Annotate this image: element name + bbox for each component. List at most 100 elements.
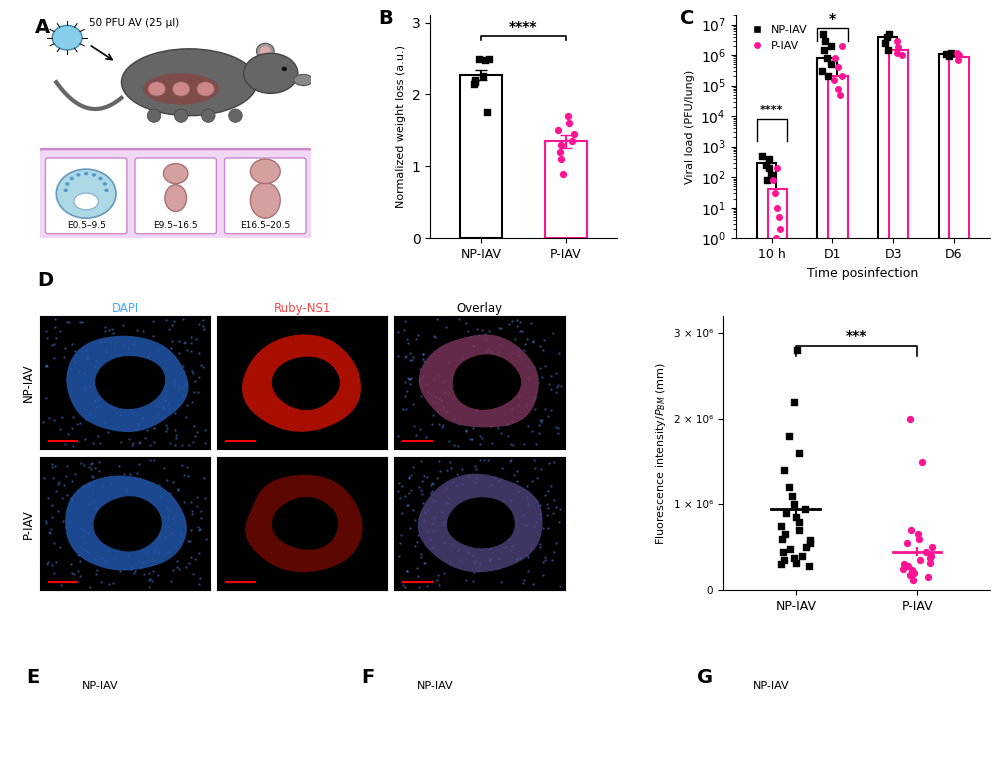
Point [103,478,119,490]
Point [180,535,196,548]
Text: A: A [35,18,50,37]
Point [115,319,131,331]
Point [437,375,453,388]
Point [41,412,57,424]
Point [185,436,201,448]
Point [85,471,101,484]
Point [39,332,55,345]
Bar [545,141,587,238]
Point [759,174,775,186]
Point [834,40,850,52]
Point [537,551,553,563]
Point [553,138,569,151]
Point [534,371,550,383]
Point [85,438,101,450]
Point [478,361,494,374]
Point [185,568,201,580]
Point [413,551,429,563]
Point [120,365,136,377]
Point [147,544,163,557]
Point [57,438,73,450]
Point [781,430,797,442]
Point [466,340,482,352]
Point [443,509,459,521]
Point [128,386,144,398]
Point [938,48,954,60]
Point [144,536,160,548]
Point [431,418,447,430]
Point [196,472,212,484]
Point [416,514,432,527]
Point [532,340,548,352]
Point [401,471,417,484]
Point [181,558,197,570]
Text: F: F [361,668,375,687]
Point [535,522,551,534]
Point [515,577,531,589]
Point [134,412,150,424]
Point [433,394,449,407]
Point [156,402,172,414]
Point [458,378,474,390]
Point [435,418,451,431]
Point [548,385,564,398]
Point [511,343,527,355]
Bar [757,162,776,769]
Point [174,390,190,402]
Point [499,533,515,545]
Point [101,578,117,590]
Point [58,521,74,533]
Point [78,344,94,356]
Ellipse shape [174,109,188,122]
Point [120,375,136,387]
Point [467,460,483,472]
Point [823,40,839,52]
Point [77,433,93,445]
Point [413,548,429,560]
Point [475,70,491,82]
Point [514,325,530,337]
Point [832,88,848,101]
Point [145,523,161,535]
Point [503,454,519,467]
Point [773,558,789,571]
Point [427,331,443,344]
Point [76,537,92,549]
Polygon shape [66,336,189,432]
Point [38,359,54,371]
Point [75,480,91,492]
Point [428,495,444,508]
Point [192,523,208,535]
Point [59,460,75,472]
Point [161,397,177,409]
Y-axis label: Viral load (PFU/lung): Viral load (PFU/lung) [685,70,695,184]
Point [414,488,430,500]
Point [111,382,127,394]
Point [166,379,182,391]
Point [106,551,122,564]
Point [36,472,52,484]
Point [83,458,99,471]
Point [57,342,73,355]
Point [407,540,423,552]
Point [399,498,415,511]
Point [516,344,532,356]
Point [137,497,153,509]
Circle shape [197,82,214,96]
FancyBboxPatch shape [37,149,314,243]
Point [44,461,60,474]
Point [509,465,525,478]
Point [180,470,196,482]
Point [788,511,804,524]
Point [773,520,789,532]
Point [169,555,185,568]
Point [125,406,141,418]
Point [537,402,553,414]
Point [80,546,96,558]
Point [39,558,55,570]
Point [906,567,922,579]
Point [126,338,142,350]
Point [454,395,470,408]
Point [157,394,173,406]
Polygon shape [419,335,539,428]
